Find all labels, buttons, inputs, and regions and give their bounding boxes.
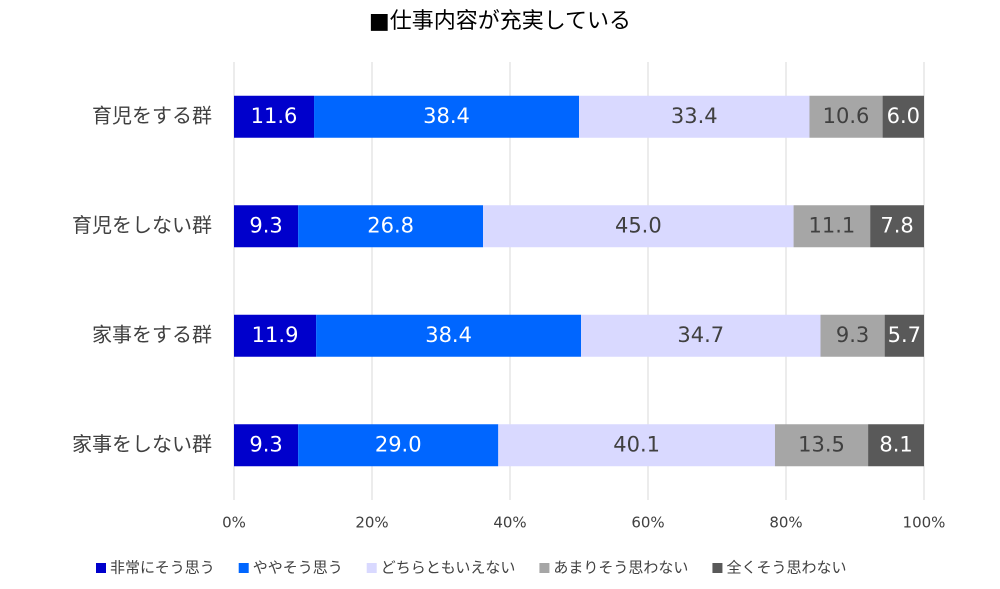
bar-segment (314, 95, 579, 138)
bar-segment (298, 205, 484, 248)
bar-segment (581, 314, 821, 357)
bar-segment (498, 424, 775, 467)
legend-label: ややそう思う (253, 559, 343, 577)
data-label: 5.7 (888, 323, 921, 347)
x-tick-label: 80% (769, 514, 802, 532)
legend-marker (712, 563, 723, 573)
data-label: 11.1 (809, 213, 856, 237)
legend-marker (366, 563, 377, 573)
data-label: 8.1 (879, 432, 912, 456)
data-label: 6.0 (887, 104, 920, 128)
x-tick-label: 100% (903, 514, 946, 532)
data-label: 38.4 (423, 104, 470, 128)
data-label: 26.8 (367, 213, 414, 237)
x-tick-label: 0% (222, 514, 246, 532)
x-tick-label: 20% (355, 514, 388, 532)
data-label: 9.3 (249, 432, 282, 456)
bar-segment (234, 205, 299, 248)
bar-segment (882, 95, 924, 138)
category-label: 家事をしない群 (72, 432, 212, 456)
bar-segment (884, 314, 924, 357)
bar-segment (820, 314, 885, 357)
data-label: 34.7 (677, 323, 724, 347)
legend-marker (238, 563, 249, 573)
data-label: 11.6 (251, 104, 298, 128)
chart-title: ■仕事内容が充実している (369, 9, 631, 34)
legend-label: あまりそう思わない (553, 559, 688, 577)
bar-segment (868, 424, 924, 467)
data-label: 38.4 (425, 323, 472, 347)
data-label: 40.1 (613, 432, 660, 456)
bar-segment (298, 424, 499, 467)
legend-label: どちらともいえない (381, 559, 516, 577)
bar-segment (809, 95, 883, 138)
bar-segment (579, 95, 810, 138)
data-label: 7.8 (880, 213, 913, 237)
bar-segment (870, 205, 924, 248)
bar-segment (316, 314, 582, 357)
data-label: 9.3 (249, 213, 282, 237)
category-label: 家事をする群 (92, 322, 212, 346)
x-tick-label: 60% (631, 514, 664, 532)
category-label: 育児をしない群 (72, 213, 212, 237)
bar-segment (234, 424, 299, 467)
category-label: 育児をする群 (92, 103, 212, 127)
x-tick-label: 40% (493, 514, 526, 532)
data-label: 9.3 (836, 323, 869, 347)
bar-segment (234, 314, 317, 357)
bar-segment (774, 424, 869, 467)
data-label: 33.4 (671, 104, 718, 128)
bar-segment (483, 205, 794, 248)
data-label: 13.5 (798, 432, 845, 456)
legend-marker (539, 563, 550, 573)
legend-label: 非常にそう思う (110, 559, 215, 577)
bar-segment (793, 205, 871, 248)
data-label: 29.0 (375, 432, 422, 456)
data-label: 11.9 (252, 323, 299, 347)
legend-marker (96, 563, 106, 573)
data-label: 10.6 (823, 104, 870, 128)
data-label: 45.0 (615, 213, 662, 237)
legend-label: 全くそう思わない (726, 559, 846, 577)
bar-segment (234, 95, 315, 138)
